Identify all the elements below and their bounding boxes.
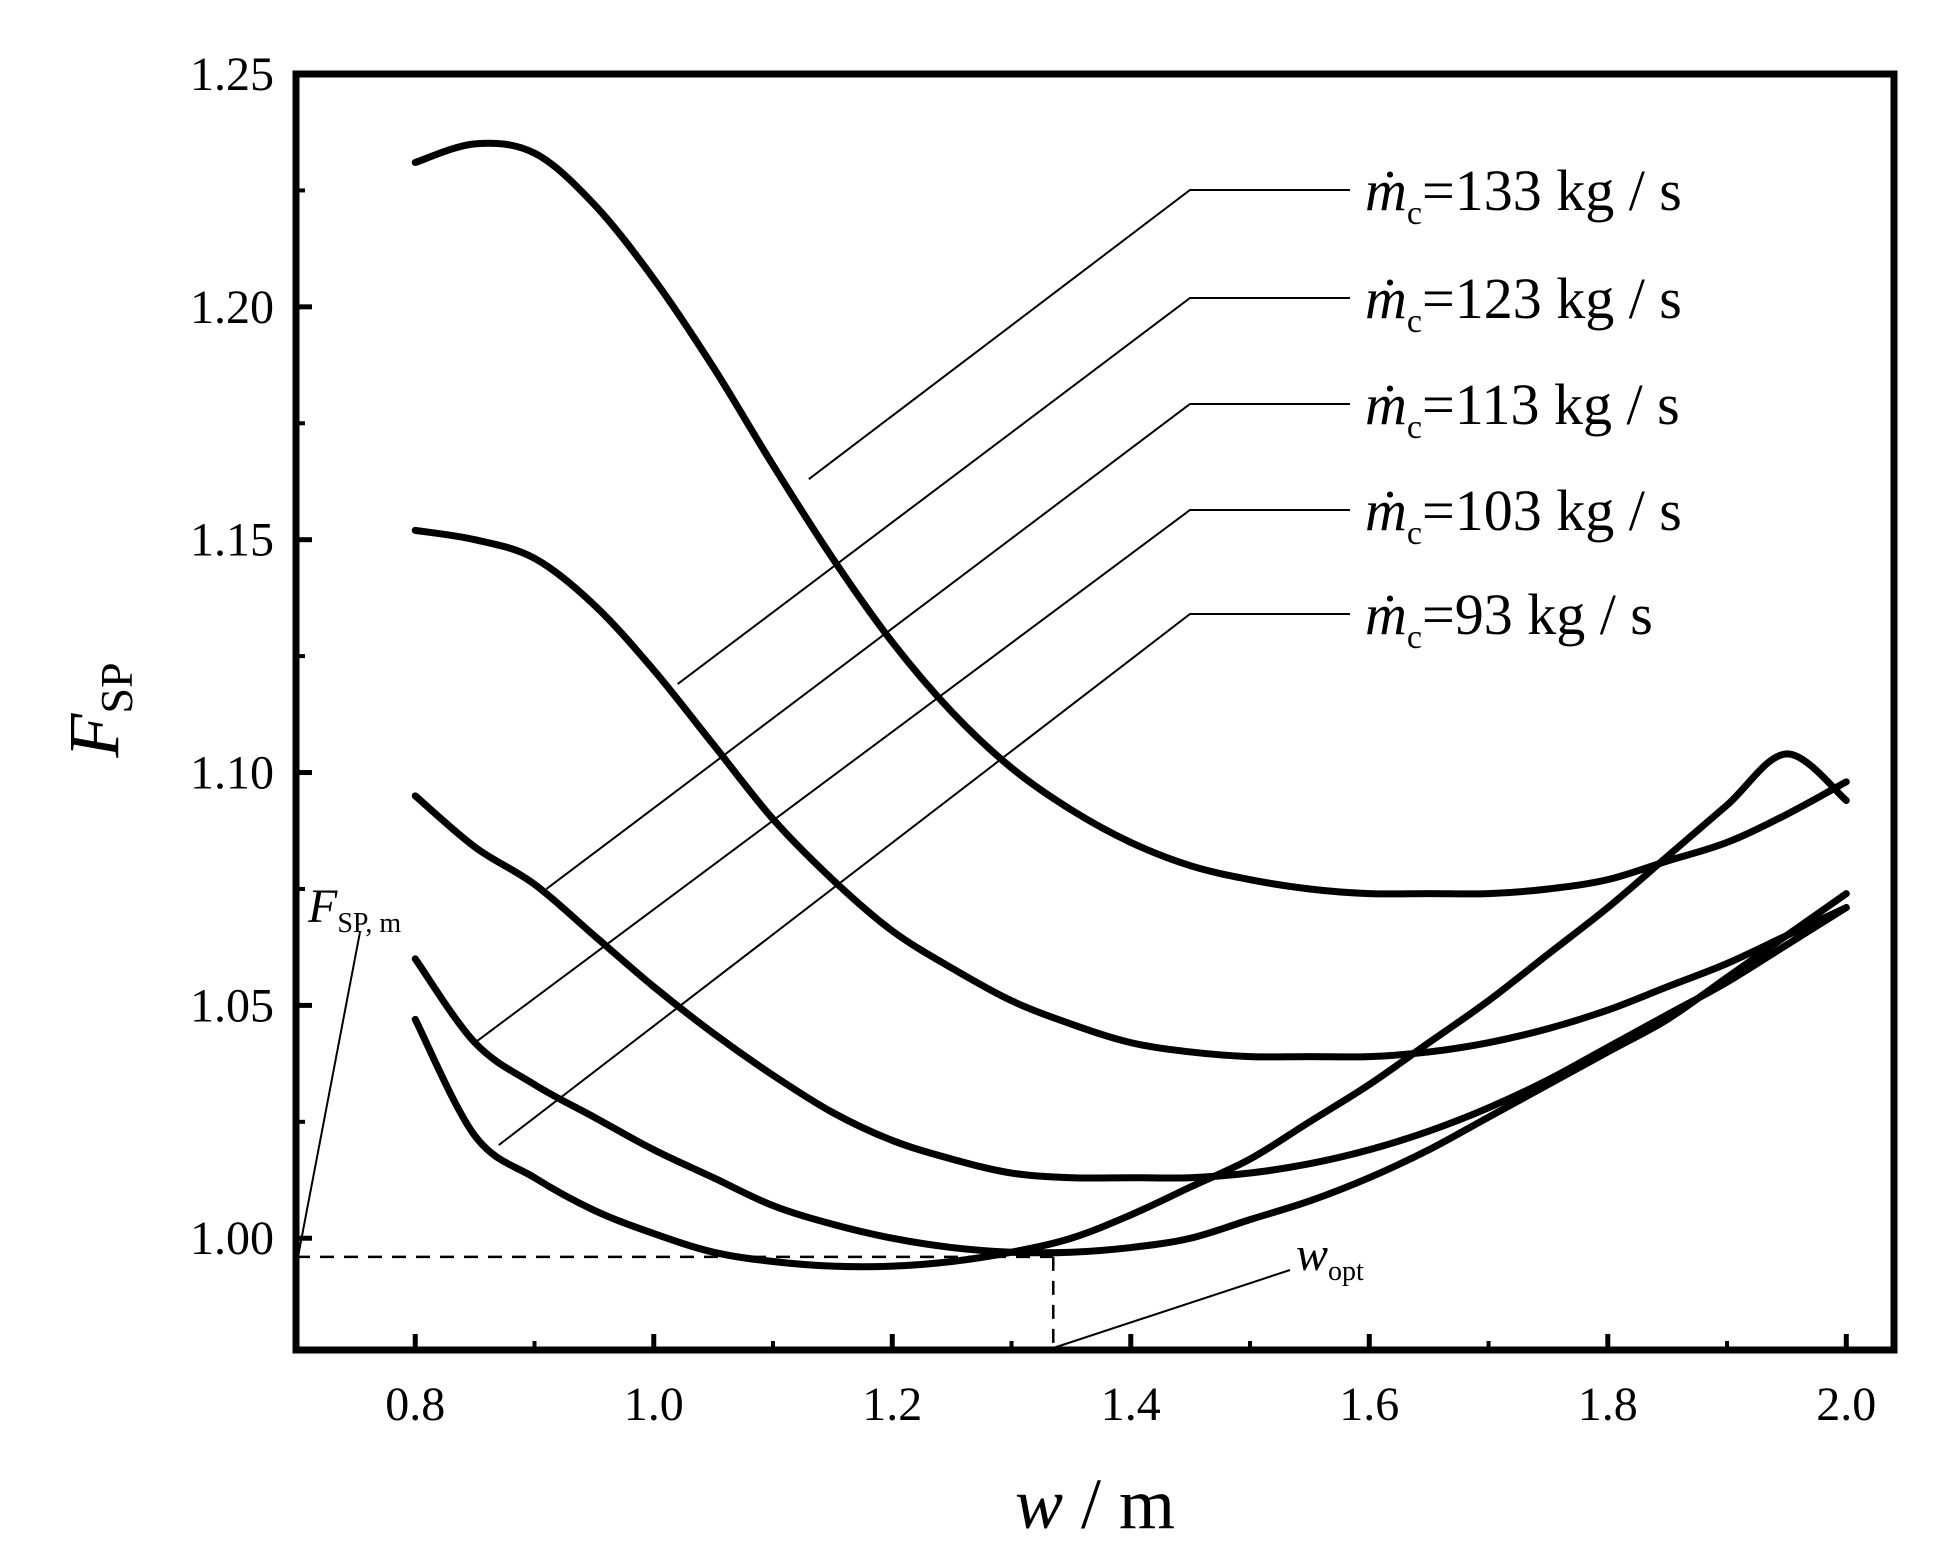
legend-leader-line: [474, 509, 1350, 1044]
x-tick-label: 1.8: [1578, 1378, 1638, 1431]
legend-leader-line: [677, 297, 1350, 685]
legend-entry: ṁc=113 kg / s: [1365, 372, 1680, 446]
y-tick-label: 1.05: [190, 979, 274, 1032]
ticks: [294, 71, 1849, 1350]
series-group: [411, 139, 1850, 1271]
legend: ṁc=133 kg / sṁc=123 kg / sṁc=113 kg / sṁ…: [1365, 158, 1682, 656]
legend-entry-value: =123 kg / s: [1422, 266, 1682, 331]
y-axis-sub: SP: [91, 662, 142, 713]
x-tick-label: 2.0: [1816, 1378, 1876, 1431]
series-line-123: [411, 526, 1850, 1061]
legend-mass-flow-subscript: c: [1407, 619, 1422, 656]
x-axis-var: w: [1015, 1464, 1063, 1544]
y-axis-title: FSP: [54, 662, 142, 758]
legend-mass-flow-symbol: ṁ: [1365, 582, 1407, 647]
w-opt-var: w: [1296, 1228, 1328, 1281]
x-axis-sep: /: [1063, 1464, 1119, 1544]
y-tick-label: 1.20: [190, 281, 274, 334]
y-tick-label: 1.15: [190, 514, 274, 567]
series-line-113: [411, 792, 1850, 1182]
legend-mass-flow-symbol: ṁ: [1365, 372, 1407, 437]
series-line-133: [411, 139, 1850, 898]
legend-mass-flow-subscript: c: [1407, 303, 1422, 340]
legend-mass-flow-subscript: c: [1407, 409, 1422, 446]
legend-mass-flow-symbol: ṁ: [1365, 266, 1407, 331]
w-opt-label: wopt: [1296, 1228, 1364, 1287]
series-line-103: [411, 890, 1850, 1257]
legend-mass-flow-symbol: ṁ: [1365, 158, 1407, 223]
x-axis-title: w / m: [1015, 1464, 1175, 1544]
legend-leaders: [474, 189, 1350, 1146]
legend-entry: ṁc=103 kg / s: [1365, 478, 1682, 552]
fsp-m-var: F: [307, 880, 338, 933]
x-tick-label: 1.0: [624, 1378, 684, 1431]
fsp-m-pointer-line: [297, 931, 361, 1258]
annotations: FSP, m wopt: [296, 880, 1364, 1350]
x-tick-label: 1.2: [862, 1378, 922, 1431]
legend-entry: ṁc=93 kg / s: [1365, 582, 1653, 656]
series-line-93: [411, 750, 1850, 1271]
plot-frame: [292, 70, 1898, 1354]
fsp-m-sub: SP, m: [337, 908, 401, 939]
tick-labels: 0.8 1.0 1.2 1.4 1.6 1.8 2.0 1.00 1.05 1.10 1.15 1.2…: [190, 48, 1876, 1431]
legend-entry-value: =93 kg / s: [1422, 582, 1653, 647]
legend-entry-value: =133 kg / s: [1422, 158, 1682, 223]
w-opt-sub: opt: [1328, 1256, 1364, 1287]
y-tick-label: 1.00: [190, 1212, 274, 1265]
x-axis-unit: m: [1119, 1464, 1175, 1544]
y-tick-label: 1.10: [190, 747, 274, 800]
legend-mass-flow-subscript: c: [1407, 195, 1422, 232]
legend-mass-flow-subscript: c: [1407, 515, 1422, 552]
legend-leader-line: [545, 403, 1350, 890]
w-opt-pointer-line: [1052, 1269, 1291, 1349]
legend-leader-line: [808, 189, 1350, 480]
y-tick-label: 1.25: [190, 48, 274, 101]
y-axis-var: F: [54, 713, 134, 759]
legend-entry-value: =113 kg / s: [1422, 372, 1680, 437]
fsp-m-label: FSP, m: [307, 880, 401, 939]
legend-leader-line: [498, 613, 1350, 1146]
legend-entry: ṁc=123 kg / s: [1365, 266, 1682, 340]
legend-entry-value: =103 kg / s: [1422, 478, 1682, 543]
x-tick-label: 0.8: [385, 1378, 445, 1431]
x-tick-label: 1.4: [1101, 1378, 1161, 1431]
legend-entry: ṁc=133 kg / s: [1365, 158, 1682, 232]
legend-mass-flow-symbol: ṁ: [1365, 478, 1407, 543]
x-tick-label: 1.6: [1339, 1378, 1399, 1431]
